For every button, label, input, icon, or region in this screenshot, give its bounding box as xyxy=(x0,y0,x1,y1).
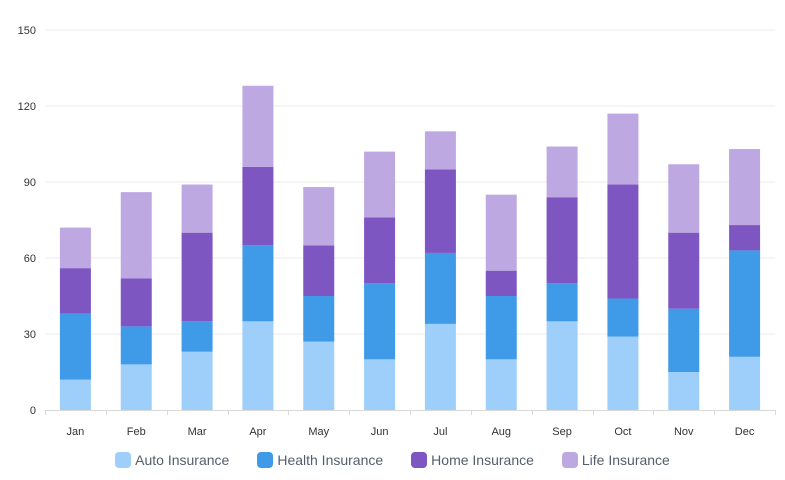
x-tick-label: Oct xyxy=(614,426,631,438)
legend-item-life-insurance[interactable]: Life Insurance xyxy=(561,452,670,468)
bar-segment-home-insurance-oct[interactable] xyxy=(607,184,639,299)
bar-segment-home-insurance-dec[interactable] xyxy=(729,225,761,251)
bar-segment-home-insurance-apr[interactable] xyxy=(242,166,274,246)
bar-segment-life-insurance-jul[interactable] xyxy=(424,131,456,170)
bar-segment-home-insurance-feb[interactable] xyxy=(120,278,152,327)
x-tick-label: Nov xyxy=(674,426,694,438)
bar-segment-life-insurance-aug[interactable] xyxy=(485,194,517,271)
legend-swatch xyxy=(257,452,274,468)
bar-segment-auto-insurance-oct[interactable] xyxy=(607,336,639,410)
legend-label: Auto Insurance xyxy=(135,452,230,468)
bar-segment-health-insurance-jun[interactable] xyxy=(364,283,396,360)
bar-segment-auto-insurance-sep[interactable] xyxy=(546,321,578,410)
y-tick-label: 150 xyxy=(18,25,36,37)
bar-segment-health-insurance-feb[interactable] xyxy=(120,326,152,365)
bar-segment-auto-insurance-jul[interactable] xyxy=(424,323,456,410)
legend-swatch xyxy=(115,452,132,468)
bar-segment-home-insurance-jan[interactable] xyxy=(59,268,91,314)
bar-segment-home-insurance-jul[interactable] xyxy=(424,169,456,253)
bar-segment-health-insurance-mar[interactable] xyxy=(181,321,213,352)
legend-label: Health Insurance xyxy=(277,452,384,468)
bar-segment-auto-insurance-mar[interactable] xyxy=(181,351,213,410)
bar-segment-life-insurance-may[interactable] xyxy=(303,187,335,246)
legend-swatch xyxy=(561,452,578,468)
y-tick-label: 30 xyxy=(24,329,36,341)
bar-segment-home-insurance-sep[interactable] xyxy=(546,197,578,284)
bar-segment-health-insurance-sep[interactable] xyxy=(546,283,578,322)
x-tick-label: May xyxy=(308,426,329,438)
x-tick-label: Dec xyxy=(735,426,755,438)
y-tick-label: 90 xyxy=(24,177,36,189)
legend: Auto Insurance Health Insurance Home Insur… xyxy=(0,452,785,468)
bar-segment-home-insurance-aug[interactable] xyxy=(485,270,517,296)
x-tick-label: Jul xyxy=(433,426,447,438)
bar-segment-home-insurance-nov[interactable] xyxy=(668,232,700,309)
bar-segment-health-insurance-dec[interactable] xyxy=(729,250,761,357)
y-tick-label: 0 xyxy=(30,405,36,417)
bar-segment-auto-insurance-dec[interactable] xyxy=(729,356,761,410)
x-tick-label: Jan xyxy=(67,426,85,438)
x-tick-label: Mar xyxy=(188,426,207,438)
bar-segment-health-insurance-nov[interactable] xyxy=(668,308,700,372)
bar-segment-life-insurance-oct[interactable] xyxy=(607,113,639,185)
bar-segment-life-insurance-sep[interactable] xyxy=(546,146,578,198)
legend-item-health-insurance[interactable]: Health Insurance xyxy=(257,452,383,468)
legend-swatch xyxy=(411,452,428,468)
legend-label: Life Insurance xyxy=(581,452,670,468)
bar-segment-auto-insurance-may[interactable] xyxy=(303,341,335,410)
y-tick-label: 60 xyxy=(24,253,36,265)
bar-segment-life-insurance-dec[interactable] xyxy=(729,149,761,226)
bar-segment-health-insurance-apr[interactable] xyxy=(242,245,274,322)
bar-segment-health-insurance-oct[interactable] xyxy=(607,298,639,337)
bar-segment-health-insurance-aug[interactable] xyxy=(485,296,517,360)
legend-item-home-insurance[interactable]: Home Insurance xyxy=(411,452,534,468)
x-tick-label: Aug xyxy=(491,426,511,438)
bar-segment-auto-insurance-jan[interactable] xyxy=(59,379,91,410)
bar-segment-auto-insurance-jun[interactable] xyxy=(364,359,396,410)
x-tick-label: Jun xyxy=(371,426,389,438)
y-axis-labels: 0 30 60 90 120 150 xyxy=(18,25,36,417)
x-axis: Jan Feb Mar Apr May Jun Jul Aug Sep Oct Nov Dec xyxy=(45,410,776,438)
legend-item-auto-insurance[interactable]: Auto Insurance xyxy=(115,452,229,468)
bar-segment-auto-insurance-apr[interactable] xyxy=(242,321,274,410)
bar-segment-life-insurance-nov[interactable] xyxy=(668,164,700,233)
grid-lines xyxy=(45,29,775,335)
bar-segment-health-insurance-jan[interactable] xyxy=(59,313,91,380)
legend-label: Home Insurance xyxy=(431,452,534,468)
bar-segment-home-insurance-jun[interactable] xyxy=(364,217,396,284)
bar-segment-life-insurance-jun[interactable] xyxy=(364,151,396,218)
bar-segment-health-insurance-jul[interactable] xyxy=(424,252,456,324)
bar-segment-health-insurance-may[interactable] xyxy=(303,296,335,342)
x-tick-label: Apr xyxy=(249,426,266,438)
bar-segment-life-insurance-apr[interactable] xyxy=(242,85,274,167)
bar-segment-auto-insurance-nov[interactable] xyxy=(668,372,700,410)
bar-segment-life-insurance-feb[interactable] xyxy=(120,192,152,279)
bar-segment-auto-insurance-feb[interactable] xyxy=(120,364,152,410)
bars xyxy=(59,85,761,410)
bar-segment-auto-insurance-aug[interactable] xyxy=(485,359,517,410)
bar-segment-home-insurance-may[interactable] xyxy=(303,245,335,296)
y-tick-label: 120 xyxy=(18,101,36,113)
x-tick-label: Sep xyxy=(552,426,572,438)
bar-segment-home-insurance-mar[interactable] xyxy=(181,232,213,322)
stacked-bar-chart: 0 30 60 90 120 150 Jan Feb Mar Apr May Jun Jul Aug Se… xyxy=(18,25,776,438)
bar-segment-life-insurance-jan[interactable] xyxy=(59,227,91,269)
x-tick-label: Feb xyxy=(127,426,146,438)
bar-segment-life-insurance-mar[interactable] xyxy=(181,184,213,233)
